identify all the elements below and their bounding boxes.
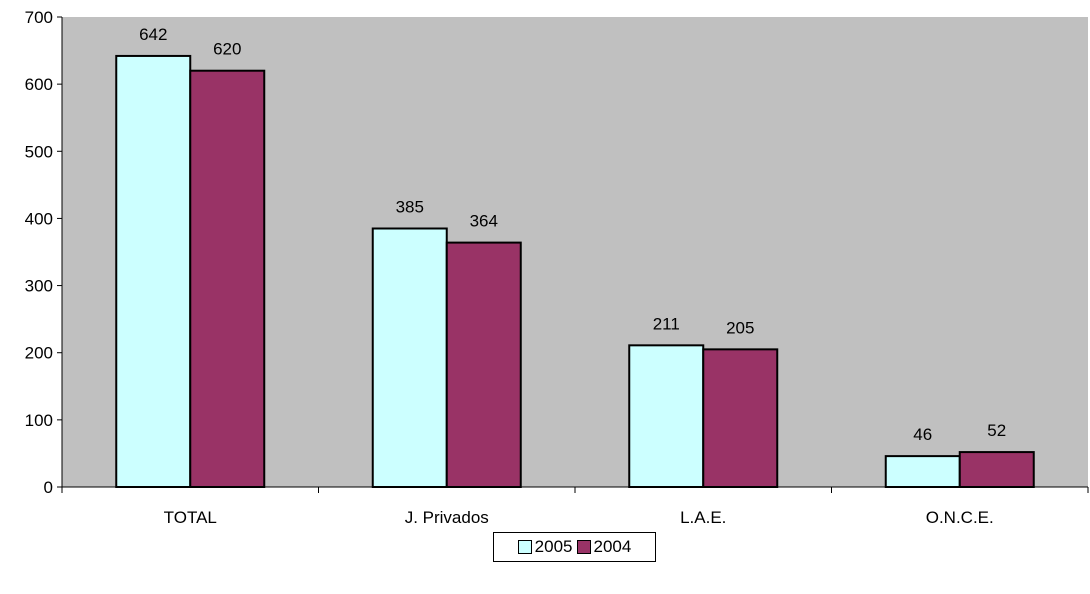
data-label-2005-0: 642 [139, 25, 167, 44]
legend-item-2005: 2005 [517, 537, 573, 557]
y-tick-label: 200 [25, 344, 53, 363]
y-tick-label: 600 [25, 75, 53, 94]
bar-2005-0 [115, 54, 192, 488]
data-label-2005-1: 385 [396, 198, 424, 217]
x-tick-label: O.N.C.E. [926, 508, 994, 527]
y-tick-label: 500 [25, 142, 53, 161]
bar-2005-1 [371, 227, 448, 488]
data-label-2004-2: 205 [726, 318, 754, 337]
y-axis-ticks: 0 100 200 300 400 500 600 700 [25, 8, 62, 497]
data-label-2004-3: 52 [987, 421, 1006, 440]
bars-group [115, 54, 1035, 489]
legend-item-2004: 2004 [576, 537, 632, 557]
legend: 2005 2004 [493, 532, 656, 562]
bar-2004-1 [445, 241, 522, 488]
legend-swatch-2004 [576, 540, 591, 554]
bar-2004-0 [189, 69, 266, 488]
y-tick-label: 400 [25, 209, 53, 228]
data-label-2004-0: 620 [213, 40, 241, 59]
x-tick-label: TOTAL [164, 508, 217, 527]
y-tick-label: 700 [25, 8, 53, 27]
x-tick-label: L.A.E. [680, 508, 726, 527]
bar-2004-3 [958, 451, 1035, 489]
data-label-2004-1: 364 [470, 212, 498, 231]
bar-2004-2 [702, 348, 779, 488]
legend-label-2004: 2004 [593, 537, 632, 556]
data-label-2005-3: 46 [913, 425, 932, 444]
x-tick-label: J. Privados [405, 508, 489, 527]
data-labels-group: 642 620 385 364 211 205 46 52 [139, 25, 1006, 444]
bar-2005-2 [628, 344, 705, 489]
y-tick-label: 100 [25, 411, 53, 430]
legend-swatch-2005 [517, 540, 532, 554]
x-axis-ticks: TOTAL J. Privados L.A.E. O.N.C.E. [61, 487, 1089, 527]
bar-2005-3 [884, 455, 961, 489]
y-tick-label: 300 [25, 277, 53, 296]
data-label-2005-2: 211 [653, 314, 680, 333]
legend-label-2005: 2005 [534, 537, 573, 556]
y-tick-label: 0 [44, 478, 53, 497]
